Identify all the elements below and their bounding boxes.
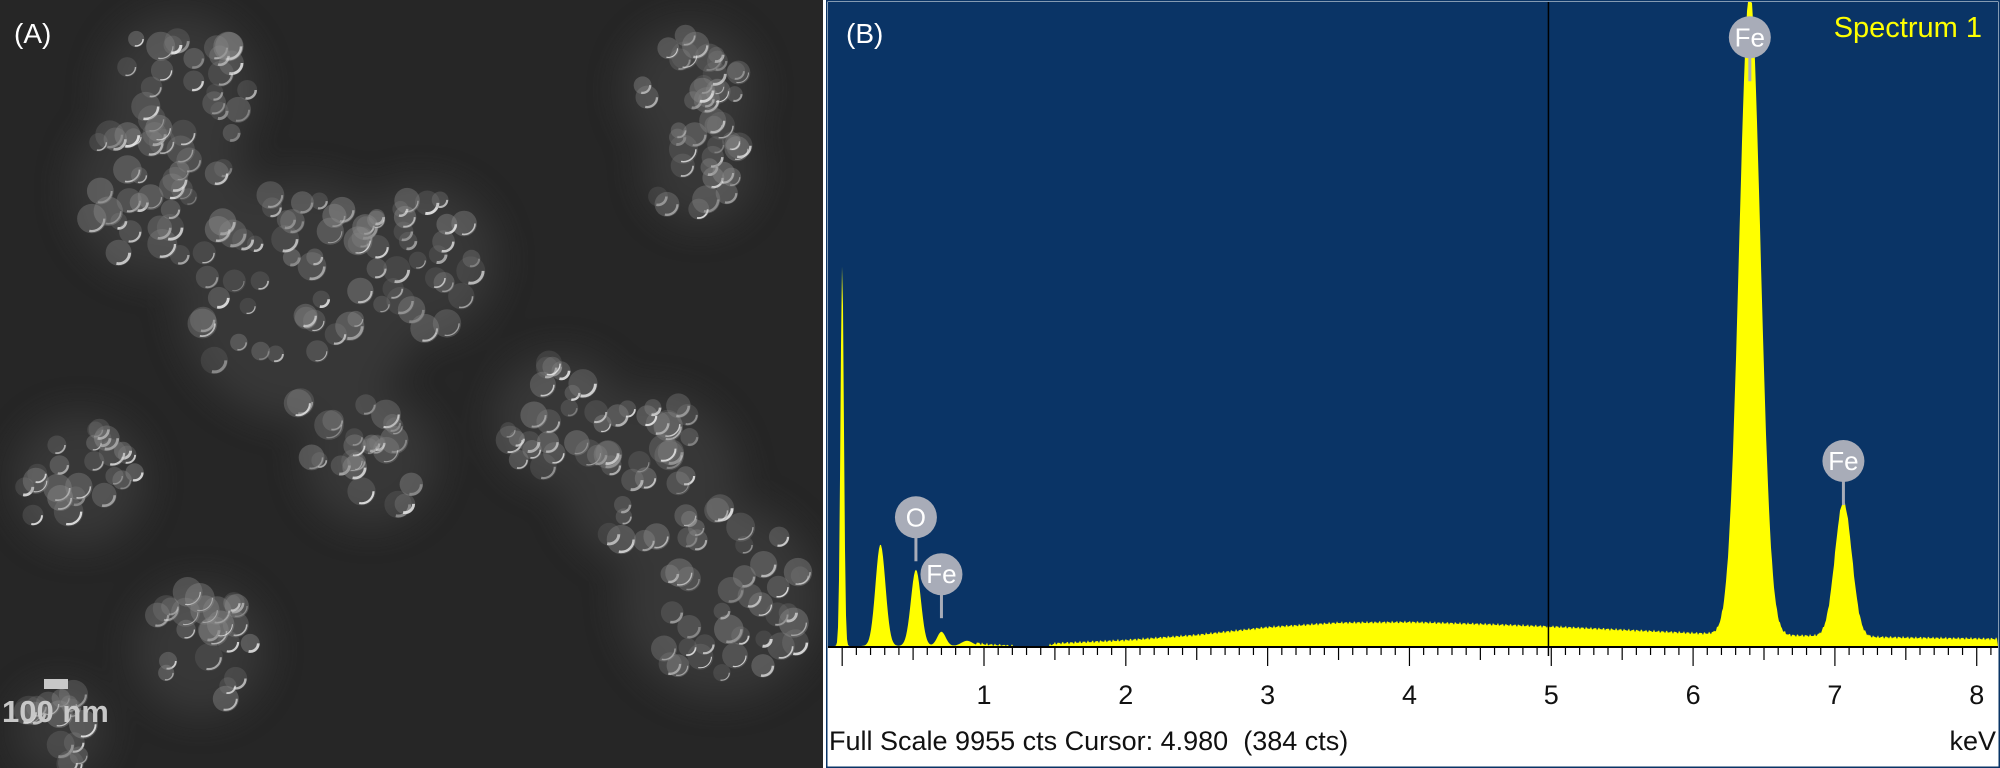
scale-bar-label: 100 nm — [2, 694, 109, 729]
element-marker-label: Fe — [1735, 22, 1765, 52]
element-marker — [1822, 439, 1865, 482]
element-marker — [894, 496, 937, 539]
x-tick-label: 4 — [1402, 680, 1417, 710]
status-readout: Full Scale 9955 cts Cursor: 4.980 (384 c… — [829, 726, 1349, 756]
x-tick-label: 3 — [1260, 680, 1275, 710]
x-tick-label: 1 — [976, 680, 991, 710]
panel-b-label: (B) — [846, 18, 884, 49]
x-tick-label: 8 — [1969, 680, 1984, 710]
sem-micrograph-panel: (A) 100 nm — [0, 0, 823, 768]
element-marker-label: Fe — [1828, 446, 1858, 476]
sem-image — [0, 0, 823, 768]
scale-bar — [44, 679, 68, 689]
element-marker-label: Fe — [926, 559, 956, 589]
x-tick-label: 7 — [1827, 680, 1842, 710]
x-tick-label: 5 — [1544, 680, 1559, 710]
x-tick-label: 2 — [1118, 680, 1133, 710]
panel-a-label: (A) — [14, 18, 52, 49]
x-axis-unit: keV — [1949, 726, 1996, 756]
spectrum-title: Spectrum 1 — [1833, 12, 1982, 44]
eds-spectrum-panel: 1 2 3 4 5 6 7 8 O Fe Fe Fe (B) Spectrum 1 Full Scal… — [826, 0, 2000, 768]
plot-area — [828, 2, 1998, 646]
element-marker-label: O — [906, 502, 926, 532]
x-tick-label: 6 — [1686, 680, 1701, 710]
element-marker — [920, 553, 963, 596]
element-marker — [1728, 16, 1771, 59]
